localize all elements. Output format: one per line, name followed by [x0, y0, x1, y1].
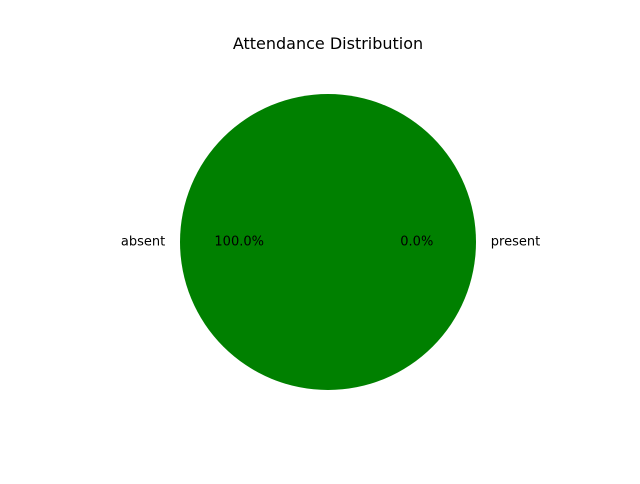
pie-slices: [180, 94, 476, 390]
slice-percent-absent: 100.0%: [214, 235, 264, 250]
chart-title: Attendance Distribution: [233, 34, 423, 53]
slice-percent-present: 0.0%: [400, 235, 433, 250]
slice-label-present: present: [491, 235, 540, 250]
pie-slice-absent: [180, 94, 476, 390]
slice-label-absent: absent: [121, 235, 165, 250]
pie-labels: present 0.0% absent 100.0%: [121, 235, 540, 250]
